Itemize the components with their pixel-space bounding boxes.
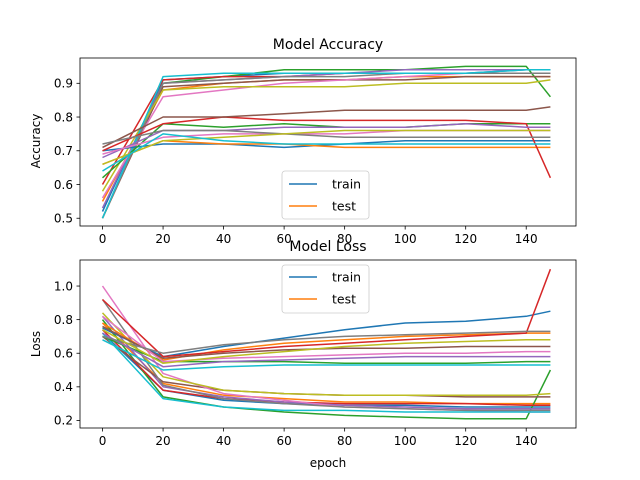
loss-subplot: Model Loss Loss epoch 0 20 40 60 80 100 120 140… <box>29 239 577 470</box>
loss-series-line <box>102 329 551 365</box>
accuracy-legend-box <box>281 170 370 220</box>
loss-x-tick-label: 20 <box>155 434 170 448</box>
accuracy-legend-train-label: train <box>332 177 361 192</box>
loss-y-tick-label: 1.0 <box>54 279 73 293</box>
accuracy-legend: train test <box>281 170 370 220</box>
loss-y-label: Loss <box>29 331 43 357</box>
loss-x-label: epoch <box>310 456 347 470</box>
loss-series-line <box>101 332 551 413</box>
accuracy-series-line <box>102 133 551 172</box>
loss-y-tick-label: 0.4 <box>54 380 73 394</box>
loss-series-group <box>101 268 552 420</box>
accuracy-axes-frame <box>79 57 577 227</box>
loss-x-tick-label: 140 <box>515 434 538 448</box>
accuracy-x-tick-label: 20 <box>155 232 170 246</box>
accuracy-x-tick-label: 40 <box>216 232 231 246</box>
accuracy-y-tick-label: 0.6 <box>54 178 73 192</box>
loss-legend: train test <box>281 264 370 314</box>
loss-y-tick-label: 0.2 <box>54 414 73 428</box>
accuracy-y-label: Accuracy <box>29 114 43 169</box>
accuracy-legend-test-label: test <box>332 199 356 214</box>
loss-legend-test-label: test <box>332 292 356 307</box>
accuracy-subplot: Model Accuracy Accuracy 0 20 40 60 80 100 120 1… <box>29 37 577 246</box>
accuracy-y-tick-label: 0.9 <box>54 77 73 91</box>
accuracy-series-line <box>101 65 551 219</box>
accuracy-series-line <box>101 72 551 219</box>
loss-y-tick-label: 0.8 <box>54 313 73 327</box>
loss-series-line <box>102 330 551 354</box>
accuracy-series-line <box>101 79 551 192</box>
loss-plot-area <box>79 259 577 429</box>
loss-x-ticks: 0 20 40 60 80 100 120 140 <box>99 428 538 448</box>
accuracy-y-tick-label: 0.5 <box>54 212 73 226</box>
accuracy-x-tick-label: 120 <box>454 232 477 246</box>
accuracy-series-group <box>101 65 552 219</box>
accuracy-x-tick-label: 140 <box>515 232 538 246</box>
loss-y-ticks: 0.2 0.4 0.6 0.8 1.0 <box>54 279 80 428</box>
accuracy-series-line <box>101 69 551 219</box>
accuracy-x-tick-label: 60 <box>276 232 291 246</box>
loss-series-line <box>101 268 552 358</box>
accuracy-title: Model Accuracy <box>273 37 383 53</box>
accuracy-x-ticks: 0 20 40 60 80 100 120 140 <box>99 226 538 246</box>
loss-title: Model Loss <box>289 239 366 255</box>
loss-x-tick-label: 60 <box>276 434 291 448</box>
loss-series-line <box>101 329 551 407</box>
loss-x-tick-label: 0 <box>99 434 107 448</box>
accuracy-series-line <box>102 129 551 165</box>
accuracy-plot-area <box>79 57 577 227</box>
loss-series-line <box>102 332 551 368</box>
accuracy-series-line <box>102 139 551 165</box>
loss-x-tick-label: 80 <box>337 434 352 448</box>
accuracy-series-line <box>102 116 552 179</box>
accuracy-series-line <box>102 129 551 145</box>
accuracy-x-tick-label: 100 <box>394 232 417 246</box>
loss-axes-frame <box>79 259 577 429</box>
loss-series-line <box>101 319 552 420</box>
loss-x-tick-label: 40 <box>216 434 231 448</box>
loss-legend-train-label: train <box>332 270 361 285</box>
loss-series-line <box>101 299 551 412</box>
loss-series-line <box>101 322 551 405</box>
loss-series-line <box>102 325 551 360</box>
loss-series-line <box>102 310 551 358</box>
loss-series-line <box>102 339 551 371</box>
accuracy-y-tick-label: 0.8 <box>54 110 73 124</box>
accuracy-y-ticks: 0.5 0.6 0.7 0.8 0.9 <box>54 77 80 226</box>
loss-series-line <box>101 312 551 396</box>
loss-x-tick-label: 100 <box>394 434 417 448</box>
loss-x-tick-label: 120 <box>454 434 477 448</box>
accuracy-y-tick-label: 0.7 <box>54 144 73 158</box>
accuracy-x-tick-label: 0 <box>99 232 107 246</box>
loss-y-tick-label: 0.6 <box>54 347 73 361</box>
accuracy-x-tick-label: 80 <box>337 232 352 246</box>
accuracy-series-line <box>102 106 551 149</box>
